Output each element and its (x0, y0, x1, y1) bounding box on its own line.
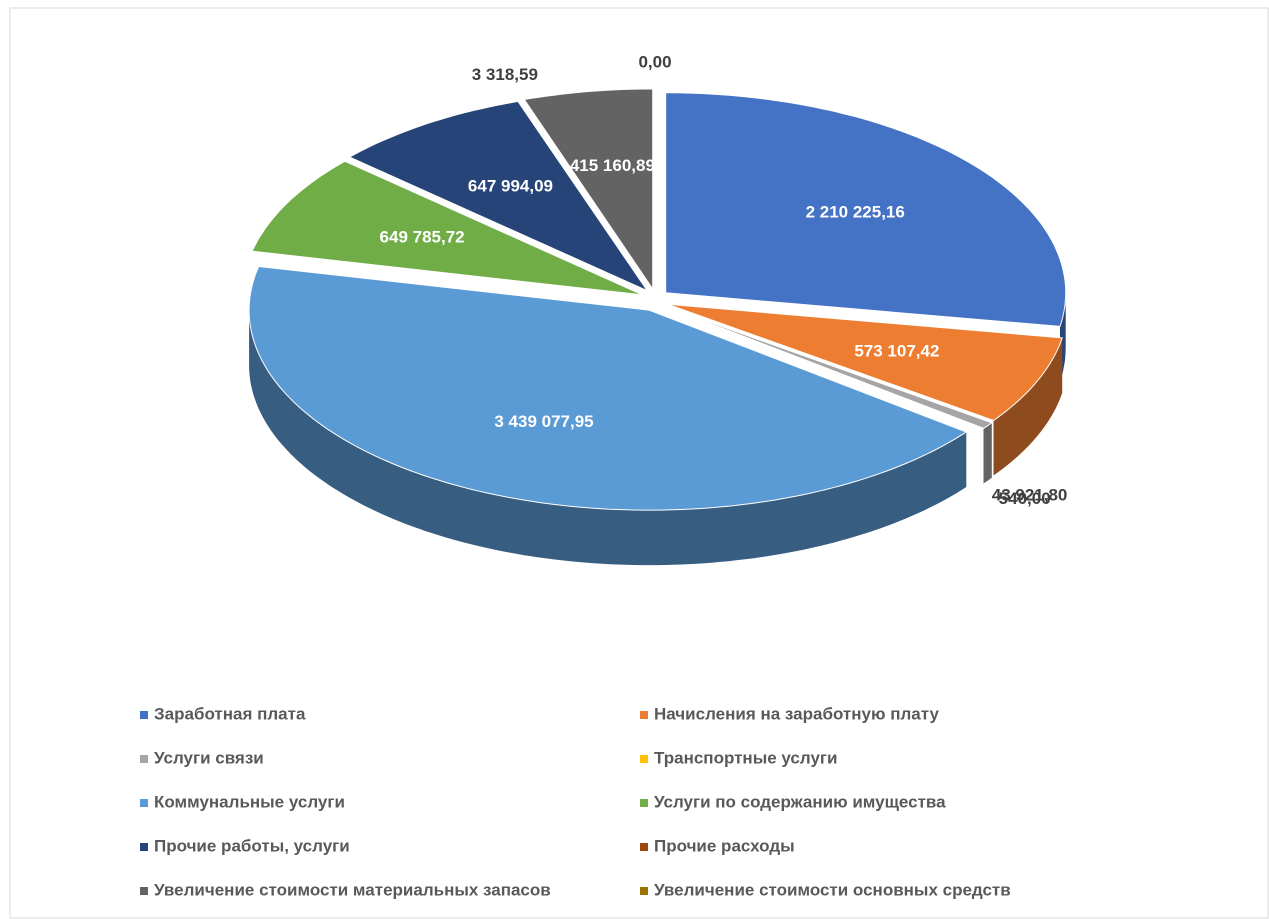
slice (348, 100, 649, 292)
slice-side (249, 310, 967, 566)
legend-label: Прочие работы, услуги (154, 836, 350, 855)
data-label: 647 994,09 (468, 177, 553, 196)
legend-label: Услуги связи (154, 748, 264, 767)
data-label: 2 210 225,16 (806, 202, 905, 221)
legend-swatch (140, 843, 148, 851)
chart-frame (9, 7, 1269, 919)
data-label: 540,00 (999, 489, 1051, 508)
data-label: 649 785,72 (380, 228, 465, 247)
legend-swatch (640, 887, 648, 895)
legend-swatch (640, 755, 648, 763)
legend-swatch (140, 799, 148, 807)
slice (248, 265, 968, 511)
slice-side (983, 422, 992, 484)
data-label: 43 921,80 (992, 486, 1068, 505)
legend-label: Заработная плата (154, 704, 306, 723)
slice (665, 92, 1067, 327)
legend-swatch (640, 711, 648, 719)
legend-swatch (640, 843, 648, 851)
legend-label: Начисления на заработную плату (654, 704, 939, 723)
legend-swatch (140, 755, 148, 763)
legend-swatch (640, 799, 648, 807)
data-label: 415 160,89 (570, 156, 655, 175)
legend-label: Коммунальные услуги (154, 792, 345, 811)
slice (520, 99, 651, 290)
legend-label: Услуги по содержанию имущества (654, 792, 946, 811)
slice-side (993, 337, 1063, 476)
slice (665, 306, 984, 430)
legend-label: Увеличение стоимости материальных запасо… (154, 880, 551, 899)
legend-label: Транспортные услуги (654, 748, 837, 767)
legend-swatch (140, 887, 148, 895)
data-label: 3 439 077,95 (494, 412, 593, 431)
legend-label: Прочие расходы (654, 836, 795, 855)
slice (251, 160, 643, 296)
data-label: 0,00 (638, 52, 671, 71)
slice (523, 88, 654, 291)
data-label: 3 318,59 (472, 65, 538, 84)
legend-label: Увеличение стоимости основных средств (654, 880, 1011, 899)
slice (667, 303, 1063, 422)
legend-swatch (140, 711, 148, 719)
data-label: 573 107,42 (854, 341, 939, 360)
